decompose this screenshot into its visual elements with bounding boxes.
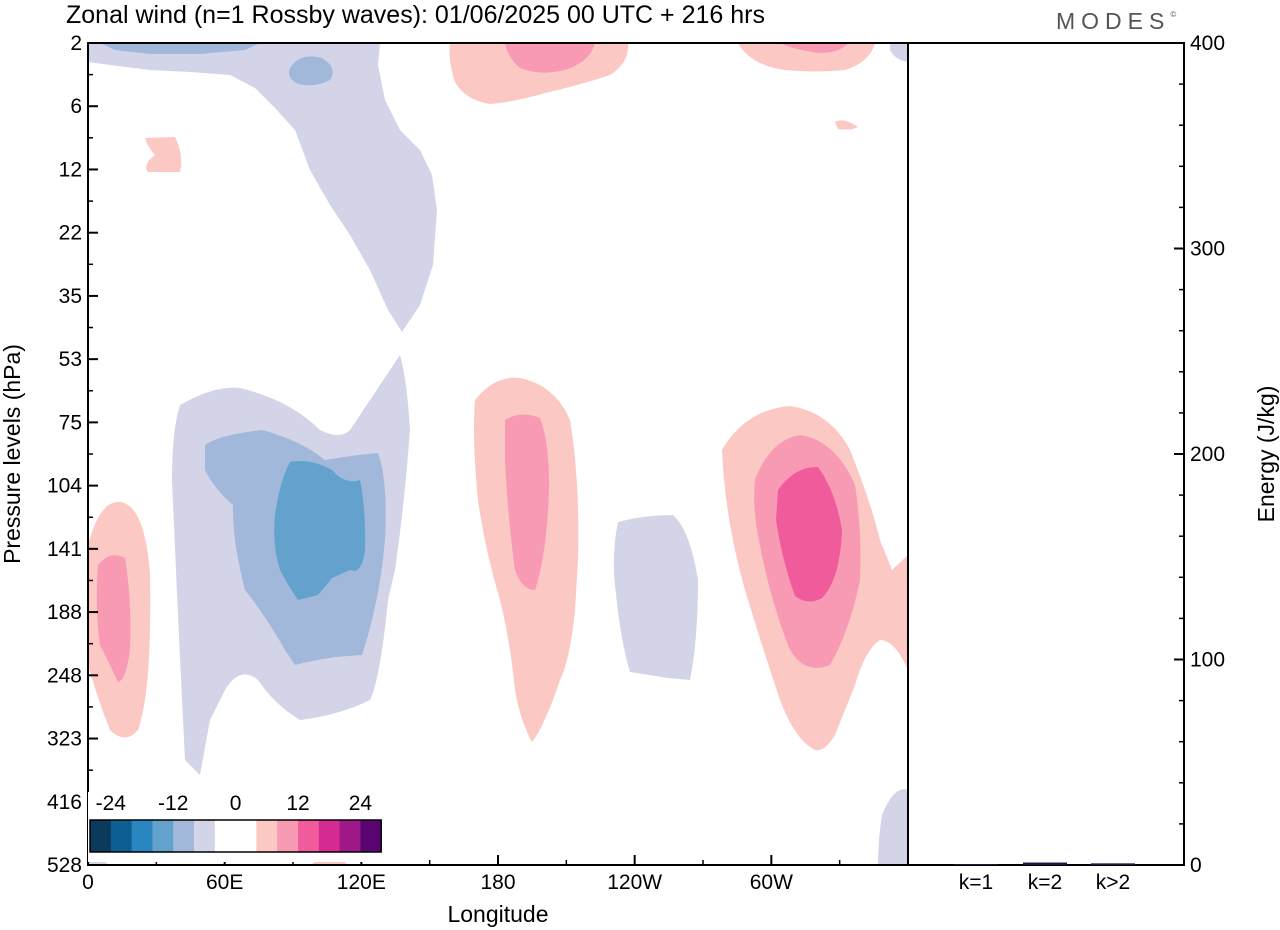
- colorbar-swatch: [131, 820, 153, 852]
- modes-logo: MODES©: [1056, 8, 1176, 35]
- contour-pos-left-core: [96, 555, 131, 682]
- brand-text: MODES: [1056, 8, 1171, 34]
- x-tick-label: 60W: [750, 871, 793, 894]
- contour-neg-upper: [88, 43, 437, 332]
- y-tick-label: 35: [59, 285, 82, 308]
- y-tick-label: 12: [59, 158, 82, 181]
- colorbar-swatch: [298, 820, 320, 852]
- colorbar-swatch: [110, 820, 132, 852]
- contour-neg-lower-core: [274, 461, 366, 600]
- contour-neg-120w: [613, 515, 698, 680]
- y-tick-label: 6: [70, 95, 82, 118]
- y-tick-label: 22: [59, 222, 82, 245]
- colorbar-swatch: [90, 820, 112, 852]
- contour-field: [88, 43, 908, 865]
- x-tick-label: 180: [480, 871, 515, 894]
- y-tick-label: 188: [47, 601, 82, 624]
- energy-panel-frame: [907, 42, 1185, 866]
- y-tick-label: 75: [59, 411, 82, 434]
- energy-bar: [1091, 863, 1135, 865]
- energy-bars: [954, 862, 1135, 865]
- contour-pos-upper-60w-core: [780, 43, 848, 53]
- energy-tick-label: 200: [1190, 443, 1225, 466]
- colorbar-tick-label: 12: [286, 792, 309, 815]
- colorbar-frame: [89, 819, 382, 853]
- colorbar-tick-label: -12: [158, 792, 188, 815]
- colorbar-tick-label: 24: [349, 792, 373, 815]
- y-tick-label: 2: [70, 32, 82, 55]
- colorbar-swatch: [152, 820, 174, 852]
- colorbar-swatch: [318, 820, 340, 852]
- y-axis: 2 6 12 22 35 53 75 104 141 188 248 323 416 528: [47, 32, 98, 877]
- contour-pos-upper-60w: [738, 43, 875, 72]
- y-tick-label: 528: [47, 854, 82, 877]
- colorbar-swatch: [256, 820, 278, 852]
- y-tick-label: 323: [47, 728, 82, 751]
- y-tick-label: 416: [47, 791, 82, 814]
- x-axis-title: Longitude: [447, 901, 548, 927]
- chart-title: Zonal wind (n=1 Rossby waves): 01/06/202…: [66, 1, 765, 29]
- y-tick-label: 248: [47, 664, 82, 687]
- x-tick-label: 120E: [337, 871, 386, 894]
- colorbar-swatch: [173, 820, 195, 852]
- contour-neg-upper-spot: [289, 56, 333, 86]
- colorbar: -24 -12 0 12 24: [88, 792, 384, 862]
- energy-bar: [954, 864, 998, 865]
- contour-pos-180-core: [505, 414, 549, 590]
- contour-pos-spot-8: [835, 120, 858, 130]
- colorbar-swatch: [235, 820, 257, 852]
- contour-pos-spot-12: [145, 137, 182, 172]
- energy-bar-label: k>2: [1096, 871, 1130, 894]
- energy-tick-label: 400: [1190, 32, 1225, 55]
- x-tick-label: 120W: [607, 871, 662, 894]
- contour-neg-right-edge-top: [890, 43, 908, 62]
- energy-bar-label: k=2: [1028, 871, 1062, 894]
- colorbar-swatch: [277, 820, 299, 852]
- contour-pos-upper-180-core: [505, 43, 595, 73]
- contour-neg-upper-core: [100, 43, 260, 54]
- colorbar-swatch: [339, 820, 361, 852]
- x-axis: 0 60E 120E 180 120W 60W: [82, 855, 841, 894]
- y-tick-label: 141: [47, 538, 82, 561]
- energy-axis-title: Energy (J/kg): [1253, 386, 1279, 523]
- energy-tick-label: 300: [1190, 238, 1225, 261]
- energy-tick-label: 0: [1190, 854, 1202, 877]
- colorbar-swatch: [194, 820, 216, 852]
- y-axis-title: Pressure levels (hPa): [0, 344, 25, 564]
- contour-neg-right-edge-bottom: [878, 789, 908, 865]
- energy-bar-label: k=1: [959, 871, 993, 894]
- x-tick-label: 60E: [206, 871, 243, 894]
- colorbar-tick-label: 0: [230, 792, 242, 815]
- colorbar-swatch: [214, 820, 236, 852]
- y-tick-label: 53: [59, 348, 82, 371]
- contour-pos-60w-core: [776, 466, 842, 602]
- colorbar-tick-label: -24: [96, 792, 127, 815]
- colorbar-swatch: [360, 820, 382, 852]
- energy-tick-label: 100: [1190, 649, 1225, 672]
- y-tick-label: 104: [47, 475, 82, 498]
- energy-bar-labels: k=1 k=2 k>2: [959, 871, 1130, 894]
- x-tick-label: 0: [82, 871, 94, 894]
- brand-mark: ©: [1170, 10, 1177, 19]
- energy-axis: 0 100 200 300 400: [1174, 32, 1225, 877]
- energy-bar: [1023, 862, 1067, 865]
